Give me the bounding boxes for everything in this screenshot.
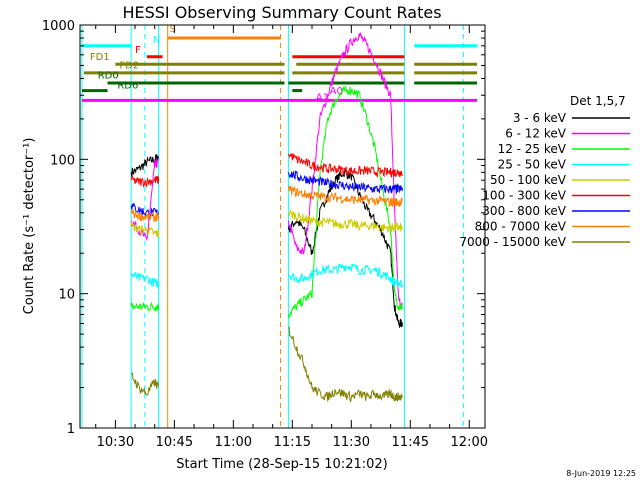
series-line-2-1 bbox=[287, 84, 403, 319]
series-line-3-1 bbox=[287, 262, 403, 289]
series-line-1-1 bbox=[287, 31, 403, 309]
flag-label-1: S bbox=[170, 24, 176, 35]
legend-label-8: 7000 - 15000 keV bbox=[459, 235, 566, 249]
legend-label-3: 25 - 50 keV bbox=[498, 158, 567, 172]
flag-label-5: RD0 bbox=[98, 70, 119, 81]
footer-timestamp: 8-Jun-2019 12:25 bbox=[566, 469, 636, 478]
x-tick-label-0: 10:30 bbox=[97, 435, 134, 450]
series-line-6-0 bbox=[130, 203, 160, 219]
x-tick-label-4: 11:30 bbox=[333, 435, 370, 450]
x-tick-label-3: 11:15 bbox=[274, 435, 311, 450]
legend-label-0: 3 - 6 keV bbox=[513, 111, 567, 125]
legend-label-7: 800 - 7000 keV bbox=[475, 220, 567, 234]
x-tick-label-2: 11:00 bbox=[215, 435, 252, 450]
series-line-5-1 bbox=[287, 152, 403, 179]
y-tick-label-1: 10 bbox=[58, 288, 75, 303]
series-line-2-0 bbox=[130, 301, 159, 312]
series-line-8-1 bbox=[287, 325, 403, 403]
plot-frame bbox=[79, 24, 486, 429]
flag-label-3: FD1 bbox=[90, 52, 110, 63]
y-tick-label-2: 100 bbox=[50, 153, 75, 168]
legend-label-1: 6 - 12 keV bbox=[505, 127, 567, 141]
flag-label-2: F bbox=[135, 45, 141, 56]
flag-label-4: FD2 bbox=[119, 61, 139, 72]
series-line-5-0 bbox=[130, 173, 160, 189]
series-line-4-0 bbox=[130, 222, 160, 238]
x-tick-label-6: 12:00 bbox=[451, 435, 488, 450]
flag-label-8: A0 bbox=[330, 86, 343, 97]
x-tick-label-1: 10:45 bbox=[156, 435, 193, 450]
series-line-0-0 bbox=[130, 154, 160, 177]
y-tick-label-3: 1000 bbox=[42, 19, 75, 34]
series-line-4-1 bbox=[287, 209, 403, 233]
series-line-3-0 bbox=[131, 271, 160, 288]
x-tick-label-5: 11:45 bbox=[392, 435, 429, 450]
flag-label-0: N bbox=[153, 35, 160, 46]
legend-label-4: 50 - 100 keV bbox=[490, 173, 567, 187]
series-line-8-0 bbox=[130, 372, 160, 396]
legend-label-5: 100 - 300 keV bbox=[482, 189, 566, 203]
chart-title: HESSI Observing Summary Count Rates bbox=[122, 3, 441, 22]
legend-title: Det 1,5,7 bbox=[570, 94, 626, 108]
x-axis-label: Start Time (28-Sep-15 10:21:02) bbox=[176, 457, 387, 472]
legend-label-2: 12 - 25 keV bbox=[498, 142, 567, 156]
flag-label-7: A1 bbox=[316, 93, 329, 104]
series-line-7-0 bbox=[130, 209, 160, 223]
axes: 1 10 100 1000 10:30 10:45 11:00 11:15 11:30 11:45… bbox=[42, 19, 488, 450]
flag-label-6: RD6 bbox=[117, 80, 138, 91]
series-line-7-1 bbox=[287, 185, 403, 208]
series-line-6-1 bbox=[287, 170, 403, 195]
y-tick-label-0: 1 bbox=[67, 422, 75, 437]
y-axis-label: Count Rate (s⁻¹ detector⁻¹) bbox=[22, 138, 37, 315]
series-line-0-1 bbox=[287, 168, 403, 328]
legend-label-6: 300 - 800 keV bbox=[482, 204, 566, 218]
